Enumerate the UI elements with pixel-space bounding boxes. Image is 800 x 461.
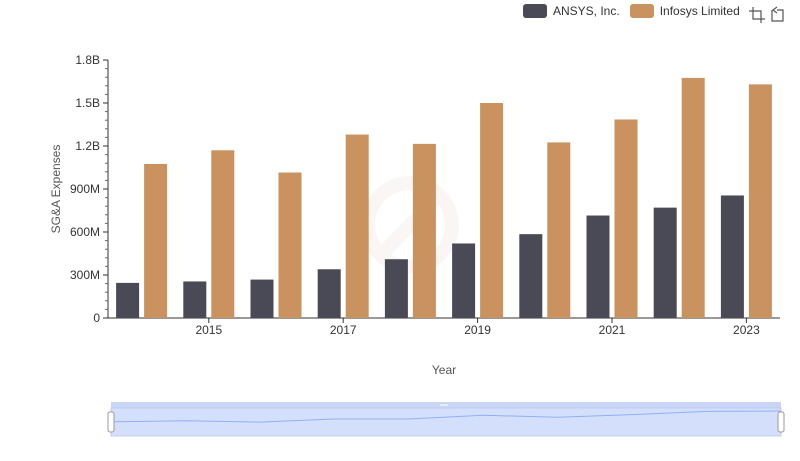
reset-zoom-icon[interactable] xyxy=(768,6,786,24)
bar-infosys-2019[interactable] xyxy=(480,103,504,318)
y-tick-label: 600M xyxy=(70,225,100,239)
scrollbar-grip-icon xyxy=(440,404,448,406)
legend-item-infosys[interactable]: Infosys Limited xyxy=(629,4,740,18)
bar-ansys-2017[interactable] xyxy=(317,269,341,318)
x-tick-label: 2023 xyxy=(733,323,760,337)
bar-ansys-2014[interactable] xyxy=(116,282,140,318)
bar-ansys-2023[interactable] xyxy=(720,195,744,318)
y-tick-label: 300M xyxy=(70,268,100,282)
bar-infosys-2015[interactable] xyxy=(211,150,235,318)
y-tick-label: 0 xyxy=(93,311,100,325)
zoom-select-icon[interactable] xyxy=(748,6,766,24)
bar-infosys-2022[interactable] xyxy=(681,77,705,319)
navigator-left-handle[interactable] xyxy=(107,411,115,433)
bar-infosys-2021[interactable] xyxy=(614,119,638,318)
y-axis: 0 300M 600M 900M 1.2B 1.5B 1.8B xyxy=(70,53,109,325)
navigator-series-line xyxy=(110,410,782,423)
bar-infosys-2014[interactable] xyxy=(144,163,168,318)
legend-label-infosys: Infosys Limited xyxy=(659,4,740,18)
bar-infosys-2018[interactable] xyxy=(412,143,436,318)
navigator-right-handle[interactable] xyxy=(777,411,785,433)
bar-infosys-2020[interactable] xyxy=(547,142,571,318)
bar-ansys-2019[interactable] xyxy=(452,243,476,318)
bar-ansys-2021[interactable] xyxy=(586,215,610,318)
legend-swatch-ansys xyxy=(523,4,547,18)
bar-infosys-2023[interactable] xyxy=(748,84,772,318)
navigator-scrollbar[interactable] xyxy=(111,402,781,408)
bar-infosys-2017[interactable] xyxy=(345,134,369,318)
bar-ansys-2022[interactable] xyxy=(653,207,677,318)
y-tick-label: 1.5B xyxy=(75,96,100,110)
bar-ansys-2020[interactable] xyxy=(519,234,543,318)
legend-label-ansys: ANSYS, Inc. xyxy=(553,4,620,18)
x-tick-label: 2017 xyxy=(330,323,357,337)
legend-item-ansys[interactable]: ANSYS, Inc. xyxy=(523,4,620,18)
y-axis-title: SG&A Expenses xyxy=(49,145,63,234)
bar-ansys-2015[interactable] xyxy=(183,281,207,318)
x-tick-label: 2015 xyxy=(195,323,222,337)
bar-ansys-2016[interactable] xyxy=(250,279,274,318)
legend-swatch-infosys xyxy=(629,4,654,18)
x-tick-label: 2021 xyxy=(599,323,626,337)
chart-toolbar xyxy=(746,6,786,24)
x-axis-title: Year xyxy=(432,363,456,377)
y-tick-label: 1.8B xyxy=(75,53,100,67)
bars xyxy=(116,77,772,319)
y-tick-label: 1.2B xyxy=(75,139,100,153)
bar-ansys-2018[interactable] xyxy=(384,259,408,318)
bar-infosys-2016[interactable] xyxy=(278,172,302,318)
legend: ANSYS, Inc. Infosys Limited xyxy=(523,4,750,18)
x-tick-label: 2019 xyxy=(464,323,491,337)
y-tick-label: 900M xyxy=(70,182,100,196)
